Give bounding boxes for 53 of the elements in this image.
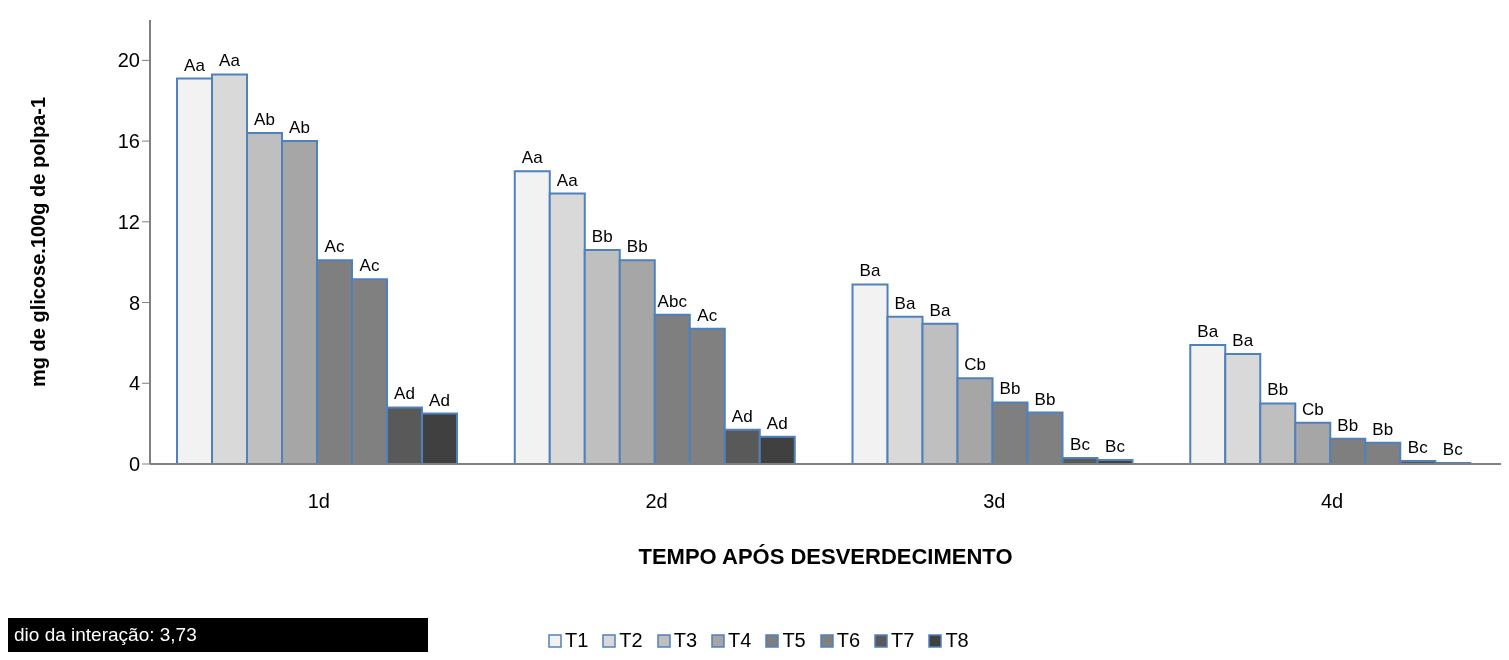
y-tick-label: 12 [117, 210, 140, 233]
x-tick-label: 4d [1321, 490, 1344, 513]
data-label: Ab [254, 110, 275, 130]
data-label: Cb [964, 355, 986, 375]
data-label: Ac [324, 237, 345, 257]
data-label: Bb [1034, 389, 1056, 409]
data-label: Bb [1337, 415, 1359, 435]
data-label: Ac [697, 305, 718, 325]
data-label: Ba [859, 261, 881, 281]
text: dio da interação: 3,73 [8, 618, 428, 652]
y-axis-title: mg de glicose.100g de polpa-1 [27, 96, 50, 388]
data-label: Bb [1267, 380, 1289, 400]
data-label: Aa [184, 55, 206, 75]
y-tick-label: 4 [128, 372, 140, 395]
x-tick-label: 1d [307, 490, 330, 513]
y-tick-label: 20 [117, 49, 140, 72]
data-label: Ad [394, 384, 415, 404]
data-label: Ac [359, 256, 380, 276]
data-label: Ba [1232, 331, 1254, 351]
y-tick-label: 0 [128, 453, 140, 476]
data-label: Aa [219, 51, 241, 71]
data-label: Bb [591, 227, 613, 247]
y-tick-label: 8 [128, 291, 140, 314]
data-label: Bb [626, 237, 648, 257]
data-label: Ad [429, 390, 450, 410]
data-label: Ad [766, 413, 788, 433]
data-label: Bc [1407, 437, 1429, 457]
data-label: Cb [1301, 399, 1324, 419]
data-label: Abc [657, 291, 688, 311]
legend-label: T5 [782, 629, 806, 652]
legend-label: T7 [891, 629, 915, 652]
x-tick-label: 2d [645, 490, 668, 513]
data-label: Ad [731, 406, 753, 426]
x-tick-label: 3d [983, 490, 1006, 513]
y-tick-label: 16 [117, 130, 140, 153]
legend-label: T2 [619, 629, 643, 652]
legend-label: T8 [945, 629, 969, 652]
legend-label: T1 [565, 629, 589, 652]
data-label: Bb [1372, 419, 1394, 439]
legend-label: T3 [673, 629, 698, 652]
data-label: Ba [929, 300, 951, 320]
data-label: Ba [894, 293, 916, 313]
data-label: Bc [1442, 439, 1464, 459]
data-label: Ab [289, 118, 310, 138]
data-label: Aa [521, 148, 544, 168]
data-label: Bc [1105, 436, 1126, 456]
data-label: Bc [1070, 434, 1091, 454]
data-label: Aa [556, 170, 579, 190]
legend-label: T4 [728, 629, 752, 652]
legend-label: T6 [836, 629, 861, 652]
data-label: Ba [1197, 321, 1219, 341]
x-axis-title: TEMPO APÓS DESVERDECIMENTO [638, 544, 1013, 569]
data-label: Bb [999, 379, 1021, 399]
